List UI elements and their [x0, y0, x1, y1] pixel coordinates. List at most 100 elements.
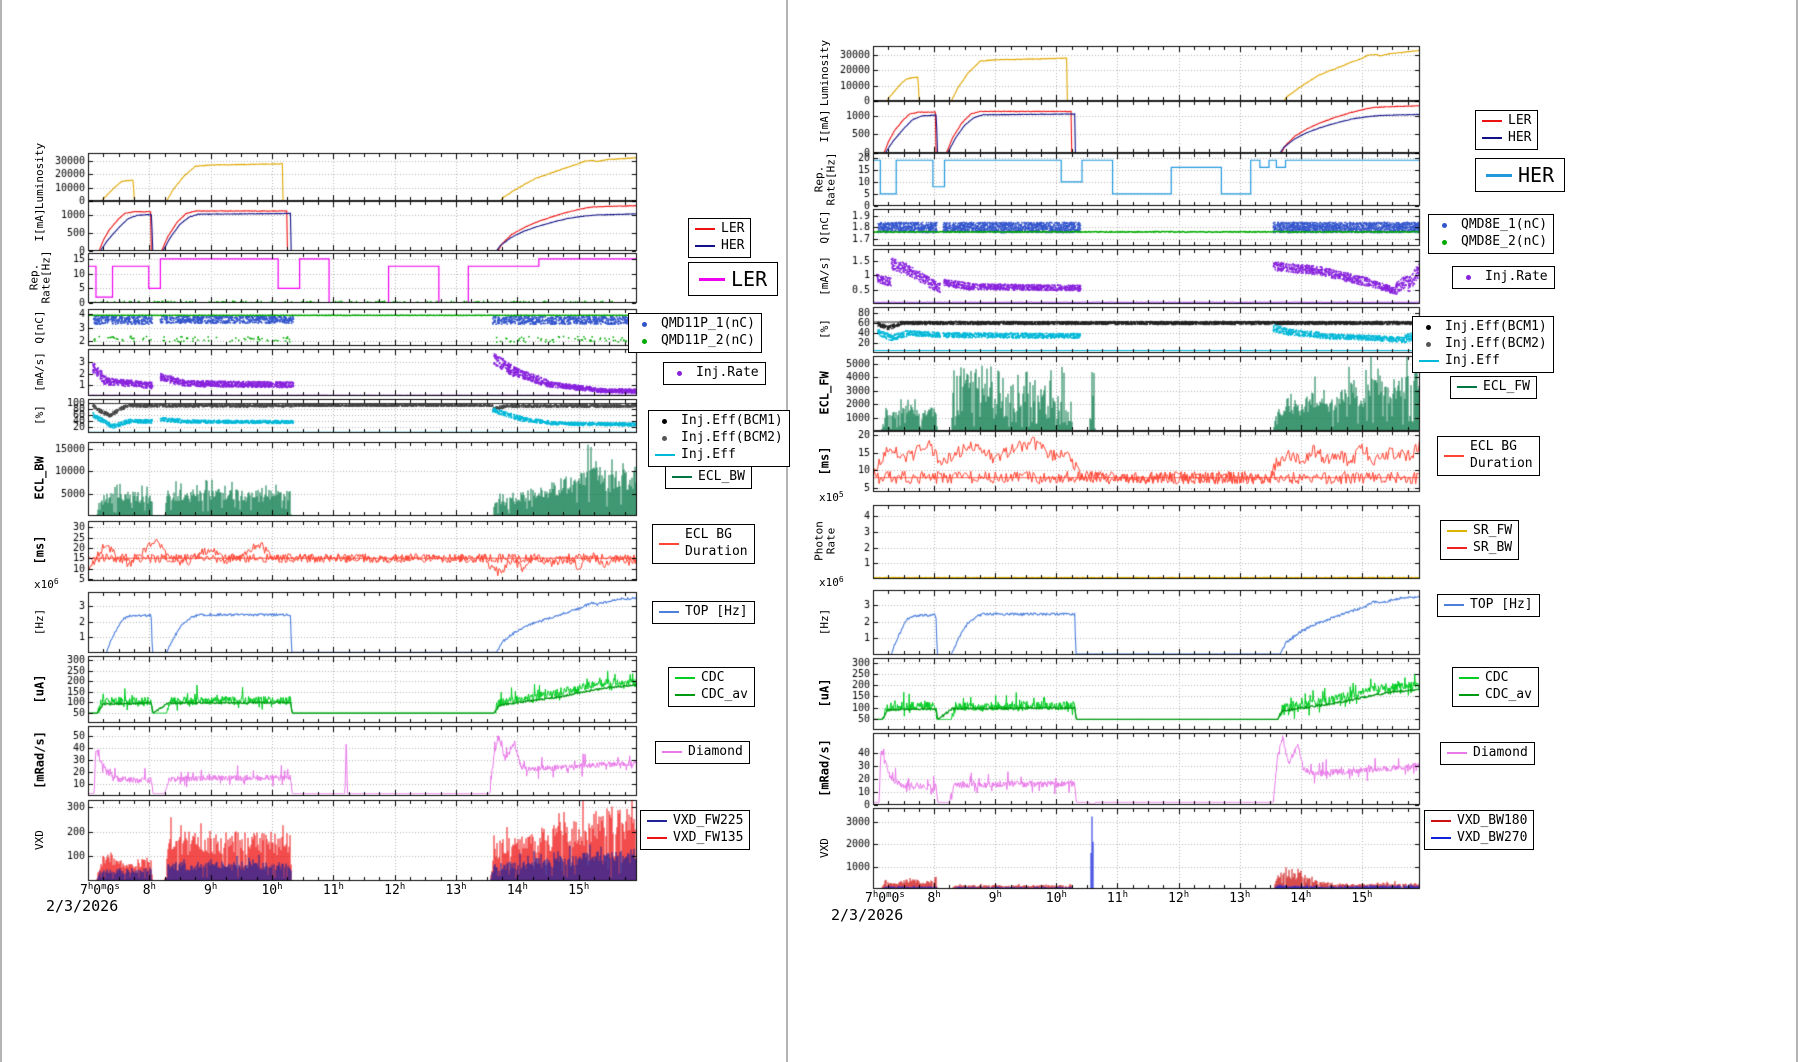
legend-line-marker	[675, 694, 695, 697]
legend-item: Inj.Eff(BCM2)	[655, 430, 783, 447]
legend-line-marker	[695, 228, 715, 231]
legend-dot-marker	[662, 435, 667, 441]
legend-line-marker	[1444, 454, 1464, 457]
legend-item: Inj.Rate	[670, 365, 759, 382]
chart-right-diamond	[813, 732, 1423, 817]
legend-left-injrate: Inj.Rate	[663, 362, 766, 385]
chart-left-cdc	[28, 655, 640, 735]
ylabel-right-current: I[mA]	[818, 109, 832, 143]
chart-left-reprate	[28, 252, 640, 315]
legend-label: QMD11P_1(nC)	[661, 316, 755, 331]
ylabel-right-eclbg: [ms]	[817, 446, 832, 475]
legend-left-cdc: CDC CDC_av	[668, 667, 755, 707]
legend-dot-marker	[677, 370, 682, 376]
legend-item: TOP [Hz]	[659, 604, 748, 621]
chart-right-cdc	[813, 657, 1423, 742]
ylabel-right-charge: Q[nC]	[818, 209, 832, 244]
legend-label: CDC_av	[701, 686, 748, 702]
legend-line-marker	[659, 611, 679, 614]
legend-line-marker	[647, 820, 667, 823]
legend-label: ECL_FW	[1483, 379, 1530, 394]
x-tick-label-left-8: 8h	[142, 882, 156, 898]
legend-label: ECL BG Duration	[1470, 439, 1533, 471]
legend-label: ECL BG Duration	[685, 527, 748, 559]
legend-label: HER	[1508, 129, 1532, 145]
scale-label-right-photon: x105	[819, 490, 844, 504]
ylabel-left-vxd: VXD	[33, 829, 47, 850]
legend-line-marker	[672, 476, 692, 479]
legend-item: HER	[1486, 162, 1554, 188]
legend-dot-marker	[1442, 239, 1447, 245]
legend-item: ECL BG Duration	[659, 527, 748, 561]
legend-item: VXD_BW180	[1431, 813, 1527, 830]
legend-right-top: TOP [Hz]	[1437, 594, 1540, 617]
legend-line-marker	[1431, 820, 1451, 823]
legend-line-marker	[1482, 137, 1502, 140]
legend-dot-marker	[662, 418, 667, 424]
legend-item: CDC_av	[1459, 687, 1532, 704]
legend-line-marker	[1457, 386, 1477, 389]
ylabel-right-eclfw: ECL_FW	[817, 370, 832, 415]
legend-item: Inj.Eff(BCM1)	[655, 413, 783, 430]
legend-item: Inj.Eff	[655, 447, 783, 464]
x-tick-label-right-14: 14h	[1290, 890, 1312, 906]
legend-item: QMD8E_2(nC)	[1435, 234, 1547, 251]
panel-divider	[786, 0, 788, 1062]
legend-right-eclbg: ECL BG Duration	[1437, 436, 1540, 476]
ylabel-right-cdc: [uA]	[817, 678, 832, 708]
legend-item: Inj.Eff(BCM2)	[1419, 336, 1547, 353]
ylabel-right-injrate: [mA/s]	[818, 255, 832, 296]
legend-line-marker	[1419, 360, 1439, 363]
legend-label: Inj.Rate	[696, 365, 759, 380]
legend-item: Diamond	[662, 744, 743, 761]
ylabel-left-injeff: [%]	[33, 405, 47, 425]
legend-right-diamond: Diamond	[1440, 742, 1535, 765]
legend-right-ring: HER	[1475, 158, 1566, 192]
ylabel-left-reprate: Rep. Rate[Hz]	[27, 250, 52, 304]
ylabel-right-top: [Hz]	[818, 608, 832, 635]
legend-line-marker	[647, 837, 667, 840]
x-tick-label-left-15: 15h	[568, 882, 590, 898]
window-right-edge	[1796, 0, 1798, 1062]
legend-dot-marker	[642, 338, 647, 344]
legend-left-current: LER HER	[688, 218, 752, 258]
window-left-edge	[0, 0, 2, 1062]
legend-label: TOP [Hz]	[685, 604, 748, 619]
ylabel-left-injrate: [mA/s]	[33, 351, 47, 392]
chart-left-injeff	[28, 398, 640, 445]
legend-label: VXD_FW225	[673, 813, 744, 828]
legend-item: SR_FW	[1447, 523, 1512, 540]
legend-item: Inj.Rate	[1459, 269, 1548, 286]
legend-line-marker	[1447, 752, 1467, 755]
legend-label: TOP [Hz]	[1470, 597, 1533, 612]
x-tick-label-right-12: 12h	[1168, 890, 1190, 906]
ylabel-left-eclbg: [ms]	[32, 535, 47, 565]
ylabel-right-lumi: Luminosity	[818, 39, 832, 106]
legend-right-charge: QMD8E_1(nC) QMD8E_2(nC)	[1428, 214, 1555, 254]
x-tick-label-left-14: 14h	[506, 882, 528, 898]
legend-right-eclfw: ECL_FW	[1450, 376, 1537, 399]
ylabel-left-top: [Hz]	[33, 608, 47, 635]
x-tick-label-left-7: 7h0m0s	[80, 882, 120, 898]
x-tick-label-right-11: 11h	[1106, 890, 1129, 906]
chart-right-eclbg	[813, 430, 1423, 504]
legend-label: VXD_BW270	[1457, 829, 1528, 845]
ylabel-left-diamond: [mRad/s]	[32, 731, 47, 789]
legend-label: HER	[721, 237, 745, 253]
ylabel-left-current: I[mA]	[33, 208, 47, 242]
legend-item: TOP [Hz]	[1444, 597, 1533, 614]
date-label-left: 2/3/2026	[46, 897, 119, 915]
legend-label: HER	[1518, 163, 1555, 187]
legend-line-marker	[1447, 530, 1467, 533]
legend-label: ECL_BW	[698, 469, 745, 484]
legend-item: Inj.Eff	[1419, 353, 1547, 370]
x-tick-label-left-10: 10h	[261, 882, 283, 898]
legend-label: Inj.Eff	[1445, 352, 1500, 368]
chart-left-eclbw	[28, 441, 640, 528]
legend-right-injrate: Inj.Rate	[1452, 266, 1555, 289]
legend-line-marker	[695, 245, 715, 248]
x-tick-label-right-10: 10h	[1045, 890, 1067, 906]
x-tick-label-right-13: 13h	[1229, 890, 1251, 906]
legend-label: LER	[731, 267, 768, 291]
